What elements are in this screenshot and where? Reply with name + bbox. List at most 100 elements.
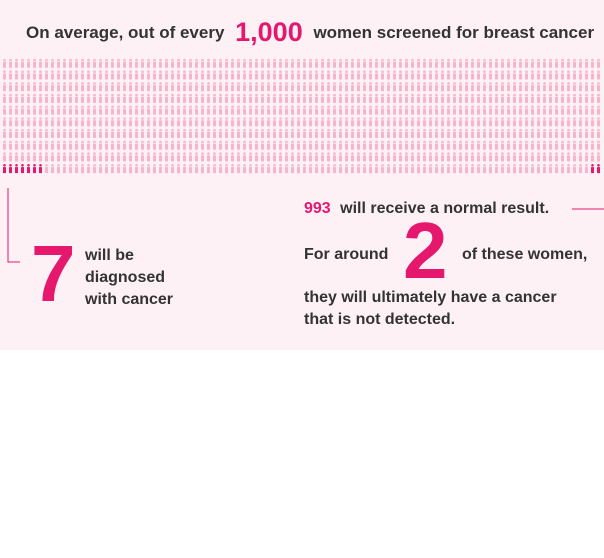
woman-icon <box>171 93 174 103</box>
woman-icon <box>489 58 492 68</box>
woman-icon <box>9 128 12 138</box>
woman-icon <box>549 93 552 103</box>
woman-icon <box>171 164 174 174</box>
woman-icon <box>423 58 426 68</box>
woman-icon <box>351 70 354 80</box>
woman-icon <box>33 70 36 80</box>
woman-icon <box>489 117 492 127</box>
woman-icon <box>45 70 48 80</box>
woman-icon <box>387 128 390 138</box>
woman-icon <box>129 58 132 68</box>
header-suffix: women screened for breast cancer <box>312 23 594 42</box>
woman-icon <box>267 117 270 127</box>
bracket-line <box>7 188 20 263</box>
woman-icon <box>321 117 324 127</box>
woman-icon <box>93 152 96 162</box>
woman-icon <box>141 93 144 103</box>
woman-icon <box>399 128 402 138</box>
woman-icon <box>507 140 510 150</box>
woman-icon <box>495 140 498 150</box>
woman-icon <box>219 140 222 150</box>
woman-icon <box>243 128 246 138</box>
woman-icon <box>507 164 510 174</box>
woman-icon <box>141 70 144 80</box>
woman-icon <box>477 140 480 150</box>
woman-icon <box>525 58 528 68</box>
woman-icon <box>585 128 588 138</box>
woman-icon <box>189 128 192 138</box>
woman-icon <box>93 164 96 174</box>
woman-icon <box>183 58 186 68</box>
woman-icon <box>21 93 24 103</box>
woman-icon <box>231 140 234 150</box>
woman-icon <box>471 70 474 80</box>
woman-icon <box>567 152 570 162</box>
woman-icon <box>195 164 198 174</box>
woman-icon <box>279 117 282 127</box>
woman-icon <box>567 105 570 115</box>
woman-icon <box>129 82 132 92</box>
woman-icon <box>477 128 480 138</box>
woman-icon <box>273 164 276 174</box>
woman-icon <box>3 105 6 115</box>
woman-icon <box>141 164 144 174</box>
woman-icon <box>117 128 120 138</box>
woman-icon <box>309 164 312 174</box>
woman-icon <box>567 70 570 80</box>
woman-icon <box>81 152 84 162</box>
woman-icon <box>441 128 444 138</box>
woman-icon <box>201 117 204 127</box>
woman-icon <box>321 58 324 68</box>
woman-icon <box>339 140 342 150</box>
woman-icon <box>219 117 222 127</box>
woman-icon <box>579 117 582 127</box>
woman-icon <box>93 58 96 68</box>
woman-icon <box>381 164 384 174</box>
woman-icon <box>501 152 504 162</box>
woman-icon <box>93 82 96 92</box>
woman-icon <box>393 70 396 80</box>
woman-icon <box>573 70 576 80</box>
woman-icon <box>399 58 402 68</box>
woman-icon <box>339 93 342 103</box>
woman-icon <box>21 164 24 174</box>
woman-icon <box>339 58 342 68</box>
woman-icon <box>429 152 432 162</box>
woman-icon <box>111 105 114 115</box>
woman-icon <box>465 82 468 92</box>
woman-icon <box>33 93 36 103</box>
woman-icon <box>573 140 576 150</box>
woman-icon <box>237 140 240 150</box>
woman-icon <box>81 70 84 80</box>
woman-icon <box>39 140 42 150</box>
woman-icon <box>351 164 354 174</box>
woman-icon <box>405 93 408 103</box>
woman-icon <box>501 93 504 103</box>
woman-icon <box>525 105 528 115</box>
woman-icon <box>327 152 330 162</box>
woman-icon <box>471 93 474 103</box>
woman-icon <box>273 70 276 80</box>
woman-icon <box>27 140 30 150</box>
woman-icon <box>27 117 30 127</box>
woman-icon <box>591 93 594 103</box>
woman-icon <box>531 105 534 115</box>
woman-icon <box>285 164 288 174</box>
woman-icon <box>171 152 174 162</box>
woman-icon <box>237 105 240 115</box>
woman-icon <box>555 93 558 103</box>
normal-line: 993 will receive a normal result. <box>304 200 549 217</box>
woman-icon <box>63 140 66 150</box>
woman-icon <box>279 140 282 150</box>
woman-icon <box>177 58 180 68</box>
woman-icon <box>369 140 372 150</box>
woman-icon <box>423 105 426 115</box>
woman-icon <box>561 117 564 127</box>
woman-icon <box>555 82 558 92</box>
woman-icon <box>597 117 600 127</box>
woman-icon <box>351 82 354 92</box>
woman-icon <box>585 58 588 68</box>
woman-icon <box>147 128 150 138</box>
woman-icon <box>219 128 222 138</box>
woman-icon <box>99 164 102 174</box>
